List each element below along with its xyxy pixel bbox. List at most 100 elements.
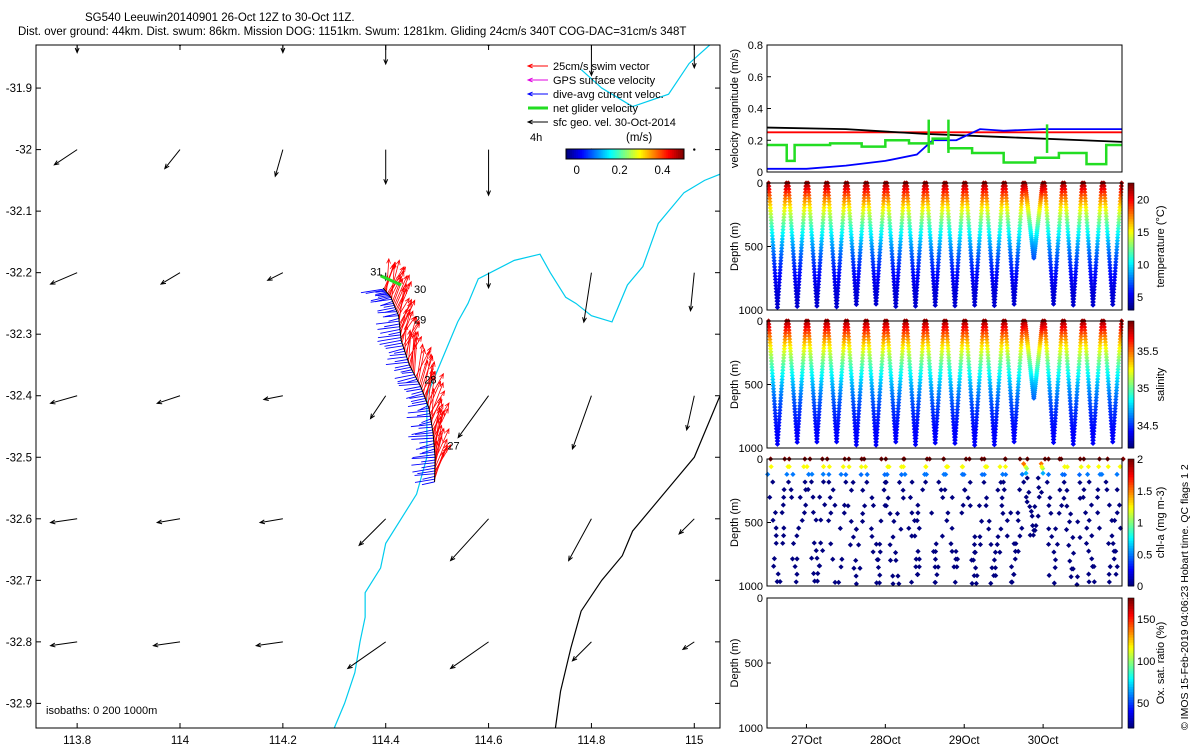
profile-point	[788, 223, 795, 229]
profile-point	[1110, 439, 1116, 445]
profile-point	[772, 410, 778, 416]
profile-point	[851, 271, 857, 277]
profile-point	[1073, 398, 1079, 404]
profile-point	[829, 375, 835, 381]
profile-point	[781, 355, 787, 361]
profile-point	[1082, 195, 1088, 201]
profile-point	[820, 351, 826, 357]
profile-point	[792, 279, 798, 285]
profile-point	[871, 280, 878, 286]
profile-point	[999, 503, 1005, 509]
profile-point	[947, 241, 954, 247]
profile-point	[1105, 369, 1111, 375]
colorbar-frame	[1127, 597, 1135, 729]
profile-point	[1005, 354, 1011, 360]
profile-point	[848, 235, 855, 241]
profile-point	[795, 433, 801, 439]
profile-point	[881, 333, 887, 340]
profile-point	[890, 400, 896, 406]
profile-point	[971, 573, 977, 579]
profile-point	[797, 494, 803, 501]
profile-point	[885, 198, 891, 205]
profile-point	[1052, 526, 1059, 532]
profile-point	[806, 327, 812, 333]
profile-point	[866, 210, 873, 216]
profile-point	[965, 349, 971, 355]
profile-point	[788, 354, 794, 360]
profile-point	[978, 217, 984, 223]
colorbar-cell	[1128, 185, 1134, 189]
profile-point	[1000, 471, 1006, 477]
day-label: 31	[370, 267, 382, 279]
profile-point	[995, 395, 1001, 401]
dac-vector	[384, 323, 400, 328]
profile-point	[856, 405, 862, 411]
profile-point	[829, 245, 836, 251]
colorbar-cell	[1128, 611, 1134, 615]
profile-point	[793, 282, 799, 288]
profile-point	[935, 397, 941, 403]
profile-point	[894, 427, 900, 433]
colorbar-cell	[1128, 346, 1134, 350]
profile-point	[901, 186, 907, 192]
profile-point	[961, 471, 967, 478]
profile-point	[878, 234, 884, 241]
profile-point	[973, 417, 980, 423]
profile-point	[935, 259, 941, 266]
profile-point	[929, 253, 935, 260]
profile-point	[877, 380, 884, 386]
profile-point	[792, 563, 798, 570]
profile-point	[1068, 407, 1074, 413]
profile-point	[916, 257, 922, 263]
profile-point	[902, 471, 908, 477]
profile-point	[1111, 424, 1117, 430]
profile-point	[964, 337, 970, 343]
profile-point	[995, 389, 1001, 395]
dac-vector	[419, 421, 432, 426]
profile-point	[927, 376, 934, 382]
profile-point	[979, 201, 985, 207]
colorbar-cell	[1128, 670, 1134, 674]
profile-point	[799, 517, 805, 524]
profile-point	[874, 289, 880, 295]
profile-point	[1013, 268, 1020, 274]
profile-point	[1005, 219, 1011, 225]
profile-point	[790, 540, 797, 547]
profile-point	[906, 352, 912, 358]
profile-point	[856, 259, 863, 265]
profile-point	[874, 580, 880, 586]
profile-point	[1105, 372, 1111, 378]
profile-point	[820, 354, 826, 360]
profile-point	[1068, 278, 1075, 284]
profile-point	[808, 555, 815, 561]
y-tick-label: 1000	[739, 581, 763, 593]
profile-point	[837, 387, 843, 394]
profile-point	[767, 333, 773, 339]
profile-point	[1111, 415, 1118, 421]
profile-point	[858, 238, 864, 244]
profile-point	[900, 208, 906, 214]
profile-point	[776, 413, 783, 420]
profile-point	[818, 540, 824, 546]
colorbar-cell	[1128, 256, 1134, 260]
profile-point	[1011, 571, 1017, 578]
profile-point	[801, 342, 807, 348]
profile-point	[950, 275, 956, 281]
geo-vector	[159, 272, 181, 285]
profile-point	[861, 330, 867, 336]
profile-point	[996, 241, 1002, 247]
profile-point	[841, 333, 847, 339]
profile-point	[1075, 238, 1081, 244]
profile-point	[991, 442, 997, 448]
colorbar-cell	[1128, 231, 1134, 235]
profile-point	[918, 364, 924, 370]
profile-point	[868, 371, 874, 377]
colorbar-cell	[1128, 547, 1134, 551]
profile-point	[768, 220, 775, 227]
profile-point	[835, 279, 841, 285]
profile-point	[838, 248, 844, 254]
profile-point	[1042, 186, 1048, 192]
profile-point	[1038, 489, 1045, 495]
profile-point	[868, 374, 874, 380]
colorbar-cell	[1128, 691, 1134, 695]
